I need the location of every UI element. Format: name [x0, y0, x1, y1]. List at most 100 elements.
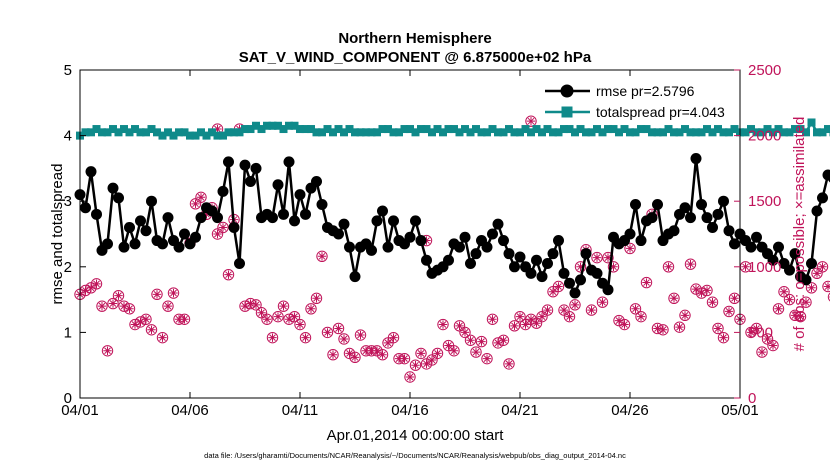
- obs-assimilated-star: [163, 301, 173, 311]
- obs-possible-circle: [778, 286, 790, 298]
- obs-count-point: [459, 326, 471, 339]
- totalspread-point: [428, 128, 436, 137]
- obs-count-point: [596, 296, 609, 308]
- rmse-point: [536, 271, 548, 283]
- obs-possible-circle: [404, 371, 416, 383]
- rmse-point: [459, 231, 471, 243]
- totalspread-point: [312, 128, 321, 137]
- obs-possible-circle: [635, 310, 647, 323]
- obs-possible-circle: [299, 331, 312, 344]
- rmse-point: [553, 235, 564, 247]
- obs-assimilated-star: [515, 312, 525, 321]
- totalspread-point: [565, 125, 574, 134]
- obs-possible-circle: [415, 347, 427, 360]
- totalspread-point: [521, 125, 530, 134]
- rmse-point: [498, 235, 509, 247]
- rmse-point: [668, 225, 680, 237]
- chart-title: Northern Hemisphere: [338, 30, 491, 47]
- totalspread-point: [450, 125, 458, 134]
- totalspread-point: [125, 128, 134, 137]
- totalspread-point: [356, 128, 365, 137]
- obs-count-point: [140, 313, 152, 325]
- obs-possible-circle: [701, 284, 713, 297]
- obs-count-point: [453, 320, 466, 332]
- obs-assimilated-star: [427, 355, 437, 365]
- obs-possible-circle: [387, 331, 400, 344]
- obs-possible-circle: [640, 276, 653, 289]
- obs-assimilated-star: [372, 346, 382, 355]
- rmse-point: [85, 166, 97, 178]
- y2-tick-label: 2500: [748, 62, 781, 79]
- obs-possible-circle: [569, 299, 581, 311]
- obs-count-point: [585, 304, 598, 316]
- totalspread-point: [120, 125, 128, 134]
- obs-count-point: [536, 310, 548, 323]
- obs-possible-circle: [310, 292, 323, 304]
- totalspread-point: [780, 128, 788, 137]
- totalspread-point: [758, 128, 766, 137]
- rmse-point: [195, 212, 207, 224]
- obs-assimilated-star: [488, 315, 497, 324]
- totalspread-point: [323, 125, 332, 134]
- obs-assimilated-star: [730, 294, 739, 303]
- obs-assimilated-star: [411, 361, 420, 370]
- obs-assimilated-star: [301, 333, 310, 342]
- obs-count-point: [822, 280, 830, 293]
- y-axis-left: 0 1 2 3 4 5: [64, 62, 86, 407]
- totalspread-point: [697, 128, 706, 137]
- obs-assimilated-star: [559, 305, 569, 315]
- totalspread-point: [483, 128, 491, 137]
- obs-possible-circle: [662, 261, 675, 273]
- totalspread-point: [582, 128, 590, 137]
- totalspread-point: [824, 125, 830, 134]
- totalspread-point: [257, 125, 266, 134]
- obs-possible-circle: [288, 310, 301, 323]
- obs-possible-circle: [673, 321, 686, 333]
- obs-assimilated-star: [92, 279, 101, 289]
- rmse-point: [751, 231, 762, 243]
- obs-assimilated-star: [334, 324, 343, 333]
- totalspread-point: [769, 128, 777, 137]
- rmse-point: [454, 241, 465, 253]
- rmse-point: [514, 251, 526, 263]
- totalspread-point: [499, 128, 508, 137]
- totalspread-point: [598, 128, 607, 137]
- obs-assimilated-star: [356, 330, 365, 340]
- obs-possible-circle: [574, 261, 587, 273]
- obs-assimilated-star: [147, 325, 156, 334]
- obs-count-point: [167, 287, 180, 299]
- obs-count-point: [415, 347, 427, 360]
- obs-assimilated-star: [532, 319, 541, 328]
- obs-possible-circle: [481, 352, 493, 365]
- y-axis-right: 0 500 1000 1500 2000 2500: [734, 62, 781, 407]
- rmse-point: [410, 215, 421, 227]
- rmse-point: [806, 258, 817, 270]
- obs-count-point: [756, 346, 768, 358]
- y-tick-label: 0: [64, 390, 72, 407]
- obs-possible-circle: [101, 345, 114, 357]
- totalspread-point: [576, 125, 585, 134]
- obs-assimilated-star: [521, 320, 530, 329]
- obs-count-point: [277, 300, 290, 312]
- totalspread-point: [169, 131, 178, 140]
- totalspread-point: [175, 128, 183, 137]
- totalspread-point: [549, 128, 557, 137]
- obs-assimilated-star: [499, 336, 508, 345]
- obs-possible-circle: [277, 300, 290, 312]
- obs-possible-circle: [266, 331, 279, 344]
- obs-count-point: [481, 352, 493, 365]
- obs-assimilated-star: [752, 324, 761, 333]
- obs-possible-circle: [151, 288, 163, 301]
- obs-assimilated-star: [218, 223, 228, 232]
- obs-assimilated-star: [796, 312, 805, 321]
- obs-count-point: [250, 299, 262, 311]
- rmse-point: [157, 238, 168, 250]
- obs-possible-circle: [464, 334, 477, 346]
- rmse-point: [316, 198, 328, 210]
- totalspread-point: [554, 128, 563, 137]
- obs-count-point: [475, 335, 488, 348]
- obs-possible-circle: [90, 278, 103, 290]
- obs-possible-circle: [816, 261, 829, 273]
- obs-possible-circle: [140, 313, 152, 325]
